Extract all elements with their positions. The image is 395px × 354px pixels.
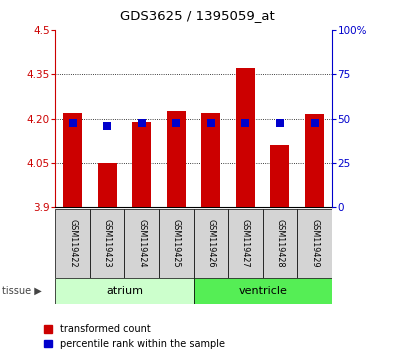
Point: [242, 120, 248, 126]
Bar: [55, 278, 194, 304]
Text: GSM119422: GSM119422: [68, 219, 77, 268]
Bar: [271, 145, 290, 207]
Text: ventricle: ventricle: [238, 286, 287, 296]
Bar: [263, 209, 297, 278]
Text: GSM119425: GSM119425: [172, 219, 181, 268]
Bar: [55, 209, 90, 278]
Bar: [98, 163, 117, 207]
Legend: transformed count, percentile rank within the sample: transformed count, percentile rank withi…: [44, 324, 225, 349]
Text: GSM119423: GSM119423: [103, 219, 112, 268]
Text: GSM119428: GSM119428: [275, 219, 284, 268]
Bar: [236, 68, 255, 207]
Bar: [305, 114, 324, 207]
Bar: [132, 121, 151, 207]
Bar: [90, 209, 124, 278]
Bar: [201, 113, 220, 207]
Bar: [194, 209, 228, 278]
Text: GSM119424: GSM119424: [137, 219, 146, 268]
Text: atrium: atrium: [106, 286, 143, 296]
Bar: [167, 111, 186, 207]
Bar: [124, 209, 159, 278]
Bar: [159, 209, 194, 278]
Point: [70, 120, 76, 126]
Text: GSM119426: GSM119426: [206, 219, 215, 268]
Point: [208, 120, 214, 126]
Point: [104, 123, 110, 129]
Point: [173, 120, 179, 126]
Text: tissue ▶: tissue ▶: [2, 286, 42, 296]
Point: [139, 120, 145, 126]
Text: GSM119429: GSM119429: [310, 219, 319, 268]
Text: GSM119427: GSM119427: [241, 219, 250, 268]
Bar: [63, 113, 82, 207]
Point: [311, 120, 318, 126]
Text: GDS3625 / 1395059_at: GDS3625 / 1395059_at: [120, 9, 275, 22]
Point: [277, 120, 283, 126]
Bar: [297, 209, 332, 278]
Bar: [194, 278, 332, 304]
Bar: [228, 209, 263, 278]
